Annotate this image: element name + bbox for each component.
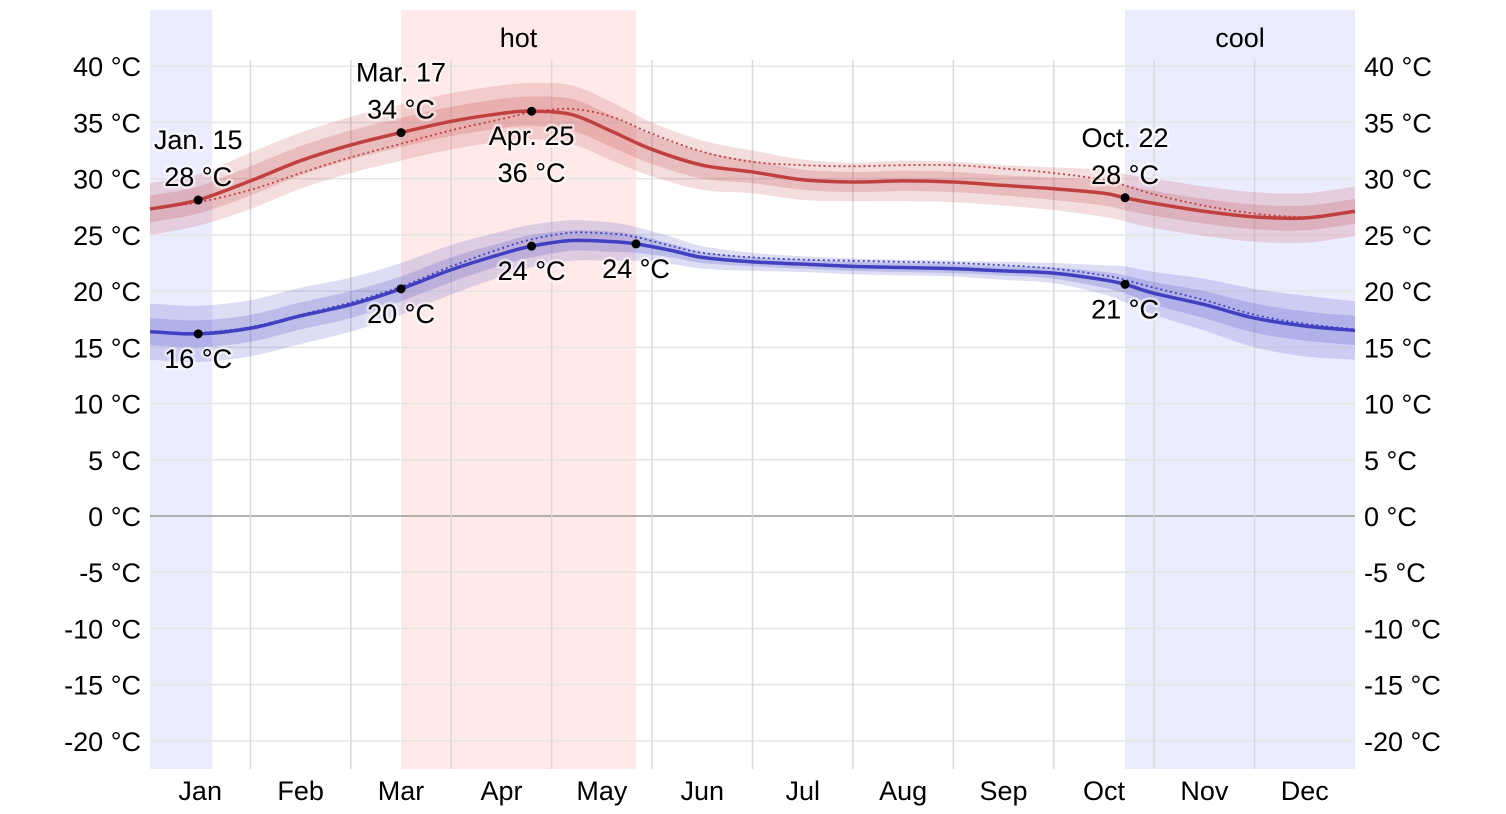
x-tick-jun: Jun <box>681 776 725 806</box>
y-tick-left: -5 °C <box>79 558 141 588</box>
annotation-halo: 28 °C <box>164 162 232 192</box>
annotation-label: 24 °C <box>602 254 670 284</box>
perceived-line-low <box>149 231 1356 334</box>
average-low-line <box>149 238 1356 336</box>
annotation-halo: Apr. 25 <box>489 121 575 151</box>
season-band-cool-2 <box>1125 10 1355 769</box>
y-tick-left: -15 °C <box>64 671 141 701</box>
x-tick-nov: Nov <box>1180 776 1229 806</box>
x-tick-jan: Jan <box>178 776 222 806</box>
annotation-label: 24 °C <box>498 256 566 286</box>
annotation-halo: 36 °C <box>498 158 566 188</box>
annotation-halo: 24 °C <box>602 254 670 284</box>
season-band-hot-1 <box>401 10 637 769</box>
season-label-hot: hot <box>500 23 538 53</box>
data-point-2 <box>396 128 406 138</box>
x-tick-oct: Oct <box>1083 776 1126 806</box>
annotation-halo: Jan. 15 <box>154 125 243 155</box>
series-lines <box>149 107 1356 336</box>
annotation-label: 21 °C <box>1091 294 1159 324</box>
y-tick-left: -10 °C <box>64 614 141 644</box>
data-point-8 <box>1120 279 1130 289</box>
season-labels: hot cool <box>500 23 1265 53</box>
annotation-halo: 28 °C <box>1091 160 1159 190</box>
y-tick-left: 15 °C <box>73 333 141 363</box>
annotation-halo: Oct. 22 <box>1082 123 1169 153</box>
outer-band-low <box>150 220 1355 363</box>
annotation-halo: Mar. 17 <box>356 58 446 88</box>
x-tick-dec: Dec <box>1281 776 1329 806</box>
annotation-label: Apr. 25 <box>489 121 575 151</box>
x-tick-jul: Jul <box>785 776 820 806</box>
data-point-4 <box>527 106 537 116</box>
season-bands <box>150 10 1355 769</box>
annotation-label: Mar. 17 <box>356 58 446 88</box>
y-tick-right: 20 °C <box>1364 277 1432 307</box>
x-tick-apr: Apr <box>480 776 522 806</box>
x-tick-mar: Mar <box>378 776 425 806</box>
y-tick-right: 40 °C <box>1364 52 1432 82</box>
y-tick-right: 15 °C <box>1364 333 1432 363</box>
average-high-line <box>149 109 1356 221</box>
season-label-cool: cool <box>1215 23 1265 53</box>
annotation-halo: 16 °C <box>164 344 232 374</box>
y-tick-right: 30 °C <box>1364 165 1432 195</box>
y-tick-right: -20 °C <box>1364 727 1441 757</box>
annotation-halo: 21 °C <box>1091 294 1159 324</box>
y-tick-right: 10 °C <box>1364 390 1432 420</box>
annotation-label: 28 °C <box>1091 160 1159 190</box>
y-tick-left: 25 °C <box>73 221 141 251</box>
x-tick-feb: Feb <box>277 776 324 806</box>
annotation-label: 36 °C <box>498 158 566 188</box>
data-point-6 <box>631 239 641 249</box>
grid-lines <box>150 60 1355 769</box>
y-axis-left: 40 °C 35 °C 30 °C 25 °C 20 °C 15 °C 10 °C 5 °C 0… <box>64 52 141 757</box>
y-tick-right: 35 °C <box>1364 108 1432 138</box>
annotation-label: Oct. 22 <box>1082 123 1169 153</box>
y-tick-left: -20 °C <box>64 727 141 757</box>
annotation-label: 20 °C <box>367 299 435 329</box>
data-point-5 <box>527 241 537 251</box>
y-tick-right: -10 °C <box>1364 614 1441 644</box>
data-point-1 <box>193 329 203 339</box>
data-point-3 <box>396 284 406 294</box>
y-tick-right: 0 °C <box>1364 502 1417 532</box>
y-tick-right: -15 °C <box>1364 671 1441 701</box>
annotation-halo: 34 °C <box>367 95 435 125</box>
y-tick-left: 30 °C <box>73 165 141 195</box>
y-tick-left: 0 °C <box>88 502 141 532</box>
annotation-label: 16 °C <box>164 344 232 374</box>
x-tick-aug: Aug <box>879 776 927 806</box>
annotation-halo: 24 °C <box>498 256 566 286</box>
x-tick-sep: Sep <box>980 776 1028 806</box>
annotation-label: Jan. 15 <box>154 125 243 155</box>
y-tick-right: 5 °C <box>1364 446 1417 476</box>
y-axis-right: 40 °C 35 °C 30 °C 25 °C 20 °C 15 °C 10 °C 5 °C 0… <box>1364 52 1441 757</box>
x-axis: Jan Feb Mar Apr May Jun Jul Aug Sep Oct Nov Dec <box>178 776 1328 806</box>
data-point-0 <box>193 195 203 205</box>
annotation-points <box>193 106 1130 339</box>
y-tick-left: 40 °C <box>73 52 141 82</box>
y-tick-left: 10 °C <box>73 390 141 420</box>
y-tick-left: 20 °C <box>73 277 141 307</box>
season-band-cool-0 <box>150 10 213 769</box>
inner-band-low <box>150 230 1355 348</box>
data-point-7 <box>1120 193 1130 203</box>
y-tick-left: 5 °C <box>88 446 141 476</box>
annotation-halo: 20 °C <box>367 299 435 329</box>
y-tick-right: -5 °C <box>1364 558 1426 588</box>
annotation-label: 28 °C <box>164 162 232 192</box>
x-tick-may: May <box>576 776 628 806</box>
annotation-label: 34 °C <box>367 95 435 125</box>
y-tick-right: 25 °C <box>1364 221 1432 251</box>
y-tick-left: 35 °C <box>73 108 141 138</box>
